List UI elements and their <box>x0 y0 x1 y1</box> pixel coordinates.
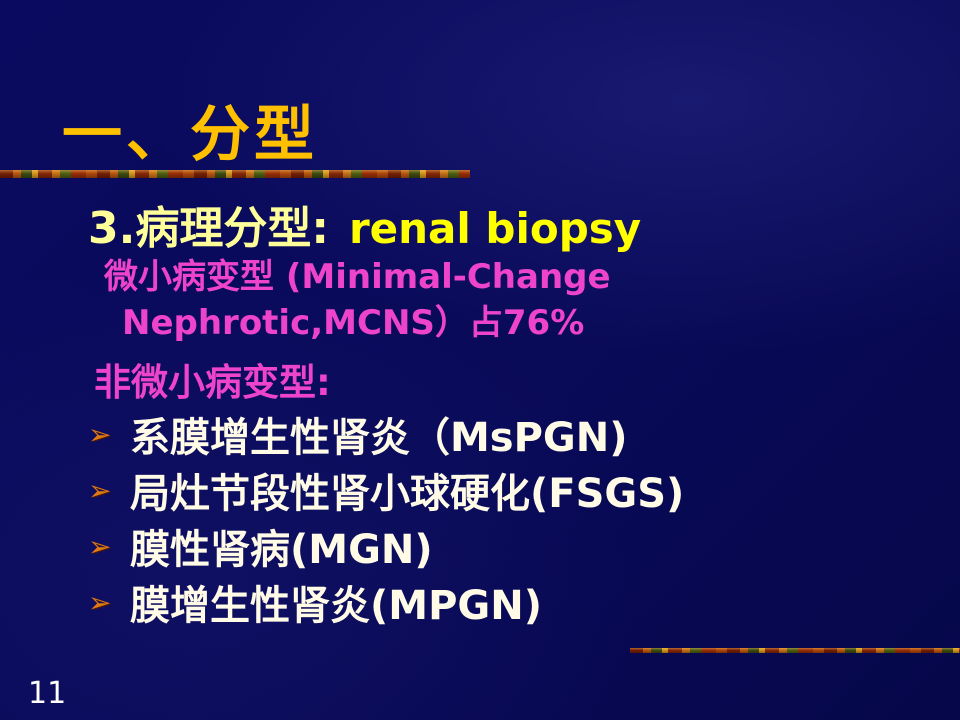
list-item: ➢ 局灶节段性肾小球硬化(FSGS) <box>88 462 684 518</box>
section-heading: 3.病理分型: renal biopsy <box>88 192 641 256</box>
minimal-change-line2: Nephrotic,MCNS）占76% <box>122 303 585 343</box>
non-minimal-change-label: 非微小病变型: <box>94 361 331 404</box>
section-heading-en: renal biopsy <box>348 204 642 253</box>
section-heading-zh: 3.病理分型: <box>88 203 329 254</box>
arrow-bullet-icon: ➢ <box>88 585 112 619</box>
pathology-type-list: ➢ 系膜增生性肾炎（MsPGN) ➢ 局灶节段性肾小球硬化(FSGS) ➢ 膜性… <box>88 406 684 630</box>
list-item-label: 系膜增生性肾炎（MsPGN) <box>130 415 628 461</box>
list-item: ➢ 系膜增生性肾炎（MsPGN) <box>88 406 684 462</box>
minimal-change-line1: 微小病变型 (Minimal-Change <box>104 257 611 297</box>
list-item-label: 膜性肾病(MGN) <box>130 527 433 573</box>
arrow-bullet-icon: ➢ <box>88 529 112 563</box>
list-item: ➢ 膜增生性肾炎(MPGN) <box>88 574 684 630</box>
list-item-label: 膜增生性肾炎(MPGN) <box>130 583 542 629</box>
arrow-bullet-icon: ➢ <box>88 473 112 507</box>
footer-divider-bar <box>630 648 960 653</box>
title-divider-bar <box>0 170 470 178</box>
minimal-change-paragraph: 微小病变型 (Minimal-Change Nephrotic,MCNS）占76… <box>104 254 611 346</box>
list-item-label: 局灶节段性肾小球硬化(FSGS) <box>130 471 685 517</box>
list-item: ➢ 膜性肾病(MGN) <box>88 518 684 574</box>
page-number: 11 <box>28 676 67 711</box>
arrow-bullet-icon: ➢ <box>88 417 112 451</box>
slide-title: 一、分型 <box>62 100 318 170</box>
